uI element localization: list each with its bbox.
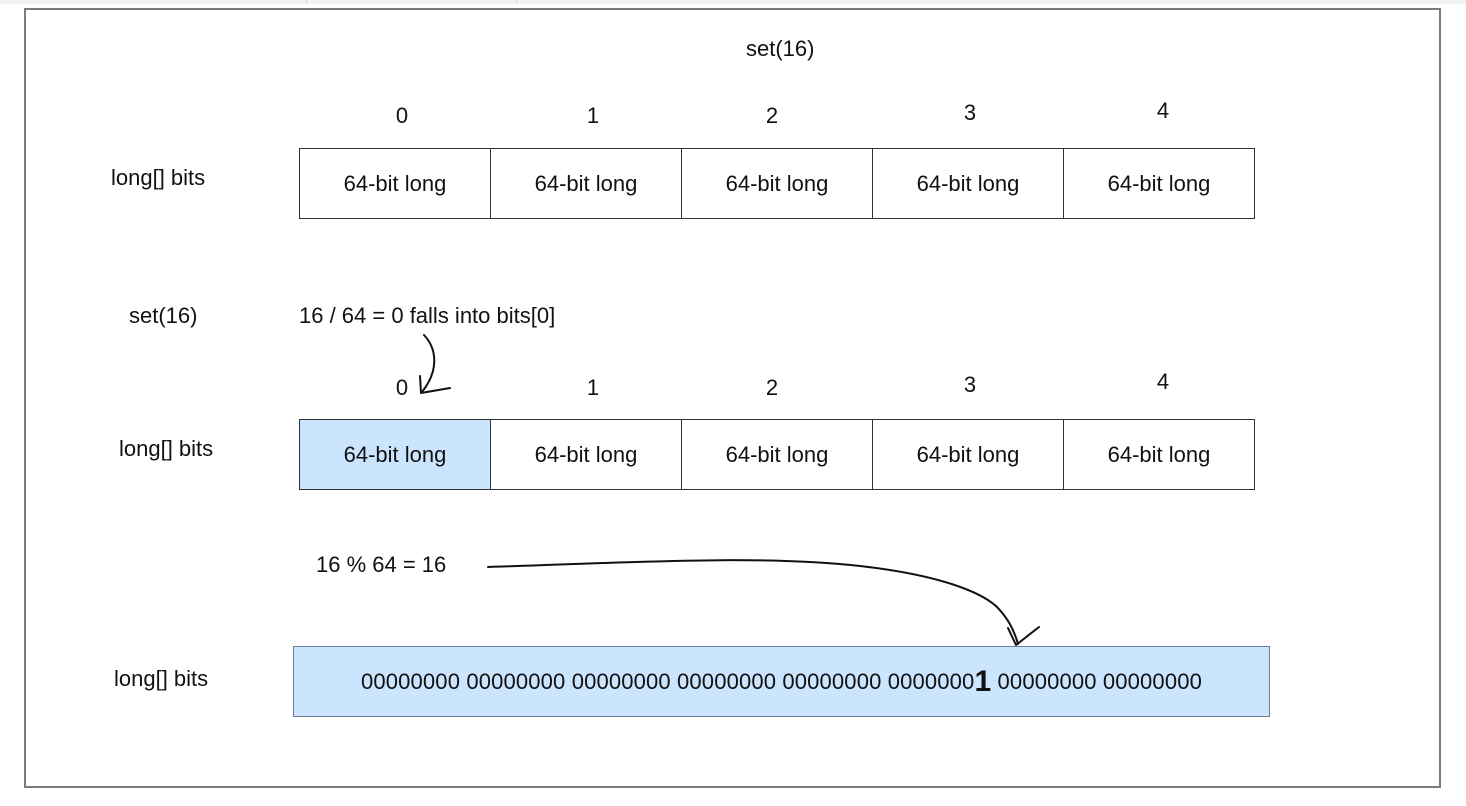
array-cell: 64-bit long [490,419,682,490]
index-label-3: 3 [963,372,977,397]
top-edge-segment [0,0,307,4]
array-cell: 64-bit long [872,419,1064,490]
modulo-note: 16 % 64 = 16 [316,552,447,577]
division-note: 16 / 64 = 0 falls into bits[0] [299,303,556,328]
array-cell-highlighted: 64-bit long [299,419,491,490]
array-cell: 64-bit long [872,148,1064,219]
index-label-1: 1 [586,375,600,400]
division-arrow-curve [421,334,436,393]
long-array-middle: 64-bit long 64-bit long 64-bit long 64-b… [299,419,1255,490]
array-cell: 64-bit long [1063,419,1255,490]
binary-bits-before: 00000000 00000000 00000000 00000000 0000… [361,668,975,694]
row-label-top: long[] bits [111,165,206,190]
long-array-top: 64-bit long 64-bit long 64-bit long 64-b… [299,148,1255,219]
top-edge-segment [306,0,517,4]
binary-bits-box: 00000000 00000000 00000000 00000000 0000… [293,646,1270,717]
array-cell: 64-bit long [299,148,491,219]
diagram-title: set(16) [746,36,815,61]
array-cell: 64-bit long [681,419,873,490]
row-label-bottom: long[] bits [114,666,209,691]
step-label: set(16) [129,303,198,328]
row-label-middle: long[] bits [119,436,214,461]
index-label-0: 0 [395,103,409,128]
modulo-arrow-curve [487,559,1019,645]
array-cell: 64-bit long [490,148,682,219]
index-label-2: 2 [765,375,779,400]
index-label-0: 0 [395,375,409,400]
top-edge-strip [0,0,1466,4]
index-label-4: 4 [1156,98,1170,123]
index-label-3: 3 [963,100,977,125]
modulo-arrow-head [1007,626,1040,646]
index-label-2: 2 [765,103,779,128]
array-cell: 64-bit long [1063,148,1255,219]
binary-bits-after: 00000000 00000000 [991,668,1202,694]
index-label-1: 1 [586,103,600,128]
division-arrow-head [419,375,451,394]
set-bit: 1 [974,664,992,698]
index-label-4: 4 [1156,369,1170,394]
